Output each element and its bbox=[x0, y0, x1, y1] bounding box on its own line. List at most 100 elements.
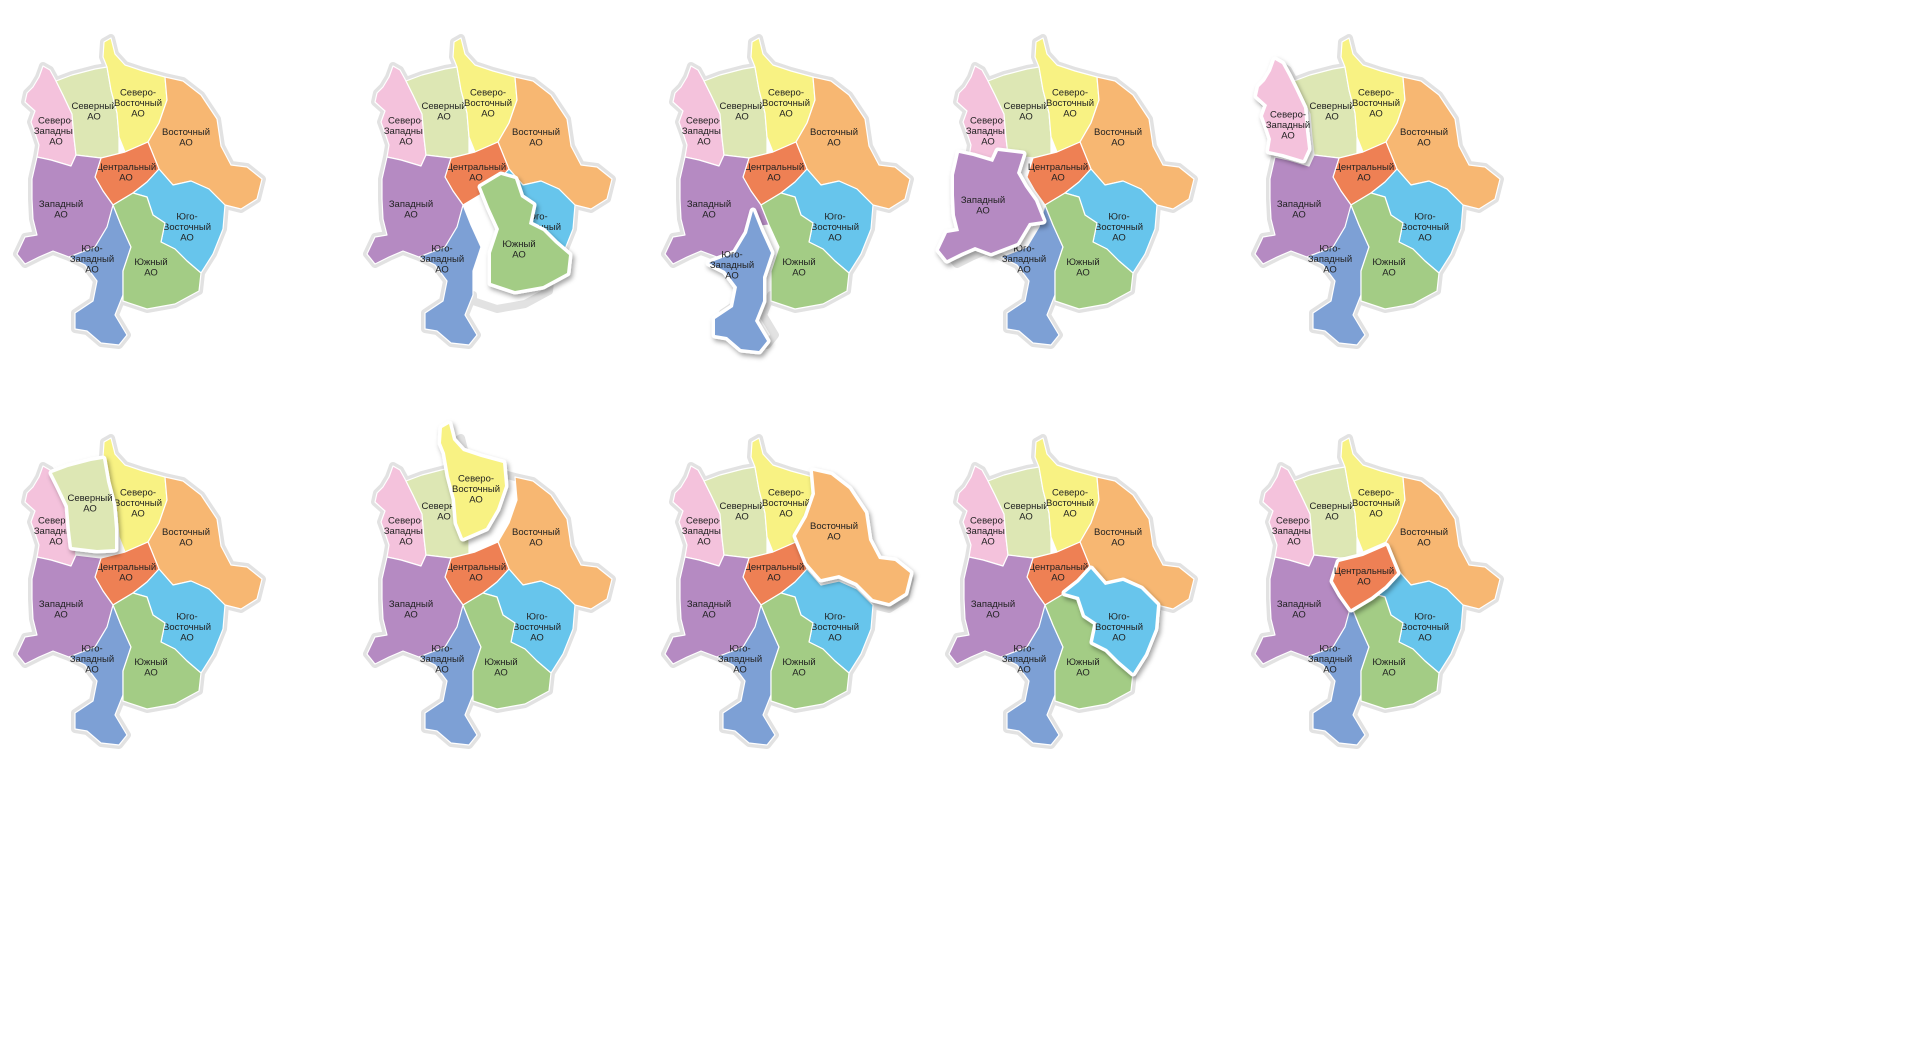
district-label-north: Северный bbox=[1003, 501, 1048, 512]
district-label-ne: Восточный bbox=[762, 98, 810, 109]
district-label-central: Центральный bbox=[744, 562, 804, 573]
district-label-east: АО bbox=[1111, 537, 1125, 548]
district-label-south: Южный bbox=[502, 239, 535, 250]
district-label-west: АО bbox=[404, 209, 418, 220]
district-shape-south[interactable] bbox=[462, 592, 552, 710]
district-shape-south[interactable] bbox=[1350, 192, 1440, 310]
district-label-nw: Северо- bbox=[388, 516, 424, 527]
district-shape-east[interactable] bbox=[792, 467, 914, 607]
district-label-sw: АО bbox=[1323, 265, 1337, 276]
district-shape-sw[interactable] bbox=[705, 207, 775, 355]
district-shape-north[interactable] bbox=[987, 66, 1052, 159]
district-label-south: АО bbox=[1076, 667, 1090, 678]
district-label-ne: АО bbox=[1063, 109, 1077, 120]
district-label-nw: АО bbox=[697, 537, 711, 548]
district-label-west: Западный bbox=[1277, 199, 1321, 210]
district-label-sw: Юго- bbox=[81, 244, 102, 255]
district-shape-north[interactable] bbox=[703, 466, 768, 559]
district-shape-central[interactable] bbox=[1329, 542, 1401, 613]
district-shape-south[interactable] bbox=[1044, 192, 1134, 310]
district-shape-nw[interactable] bbox=[1253, 56, 1312, 164]
district-label-nw: Северо- bbox=[38, 516, 74, 527]
district-label-east: Восточный bbox=[512, 127, 560, 138]
district-shape-ne[interactable] bbox=[437, 420, 509, 542]
district-shape-north[interactable] bbox=[48, 455, 119, 554]
district-label-se: АО bbox=[1112, 233, 1126, 244]
district-label-north: Северный bbox=[421, 501, 466, 512]
district-shape-south[interactable] bbox=[760, 192, 850, 310]
district-label-se: Восточный bbox=[163, 222, 211, 233]
map-svg: Северо-ЗападныйАОСеверо-ВосточныйАОВосто… bbox=[13, 434, 266, 749]
district-shape-north[interactable] bbox=[1293, 466, 1358, 559]
district-label-north: Северный bbox=[1309, 101, 1354, 112]
district-label-central: АО bbox=[469, 572, 483, 583]
district-label-sw: Западный bbox=[718, 654, 762, 665]
district-shape-east[interactable] bbox=[1385, 476, 1501, 610]
district-label-west: АО bbox=[54, 209, 68, 220]
district-label-ne: Северо- bbox=[470, 88, 506, 99]
district-label-se: АО bbox=[828, 233, 842, 244]
district-label-ne: Восточный bbox=[1046, 498, 1094, 509]
district-shape-north[interactable] bbox=[1293, 66, 1358, 159]
district-shape-south[interactable] bbox=[1350, 592, 1440, 710]
district-shape-west[interactable] bbox=[935, 147, 1047, 264]
district-shape-se[interactable] bbox=[1061, 565, 1161, 677]
district-label-nw: АО bbox=[981, 137, 995, 148]
district-shape-south[interactable] bbox=[477, 171, 573, 295]
district-label-central: АО bbox=[119, 572, 133, 583]
district-shape-sw[interactable] bbox=[418, 204, 482, 346]
district-label-west: АО bbox=[1292, 209, 1306, 220]
district-shape-south[interactable] bbox=[760, 592, 850, 710]
district-label-west: АО bbox=[404, 609, 418, 620]
district-label-north: АО bbox=[1325, 511, 1339, 522]
district-shape-north[interactable] bbox=[55, 66, 120, 159]
district-label-nw: Западный bbox=[966, 126, 1010, 137]
district-shape-south[interactable] bbox=[112, 192, 202, 310]
district-shape-north[interactable] bbox=[405, 66, 470, 159]
district-label-nw: Северо- bbox=[686, 116, 722, 127]
district-label-ne: Восточный bbox=[1352, 98, 1400, 109]
district-shape-south[interactable] bbox=[112, 592, 202, 710]
district-label-nw: Западный bbox=[384, 526, 428, 537]
district-shape-north[interactable] bbox=[987, 466, 1052, 559]
district-shape-north[interactable] bbox=[703, 66, 768, 159]
district-label-ne: Восточный bbox=[1352, 498, 1400, 509]
